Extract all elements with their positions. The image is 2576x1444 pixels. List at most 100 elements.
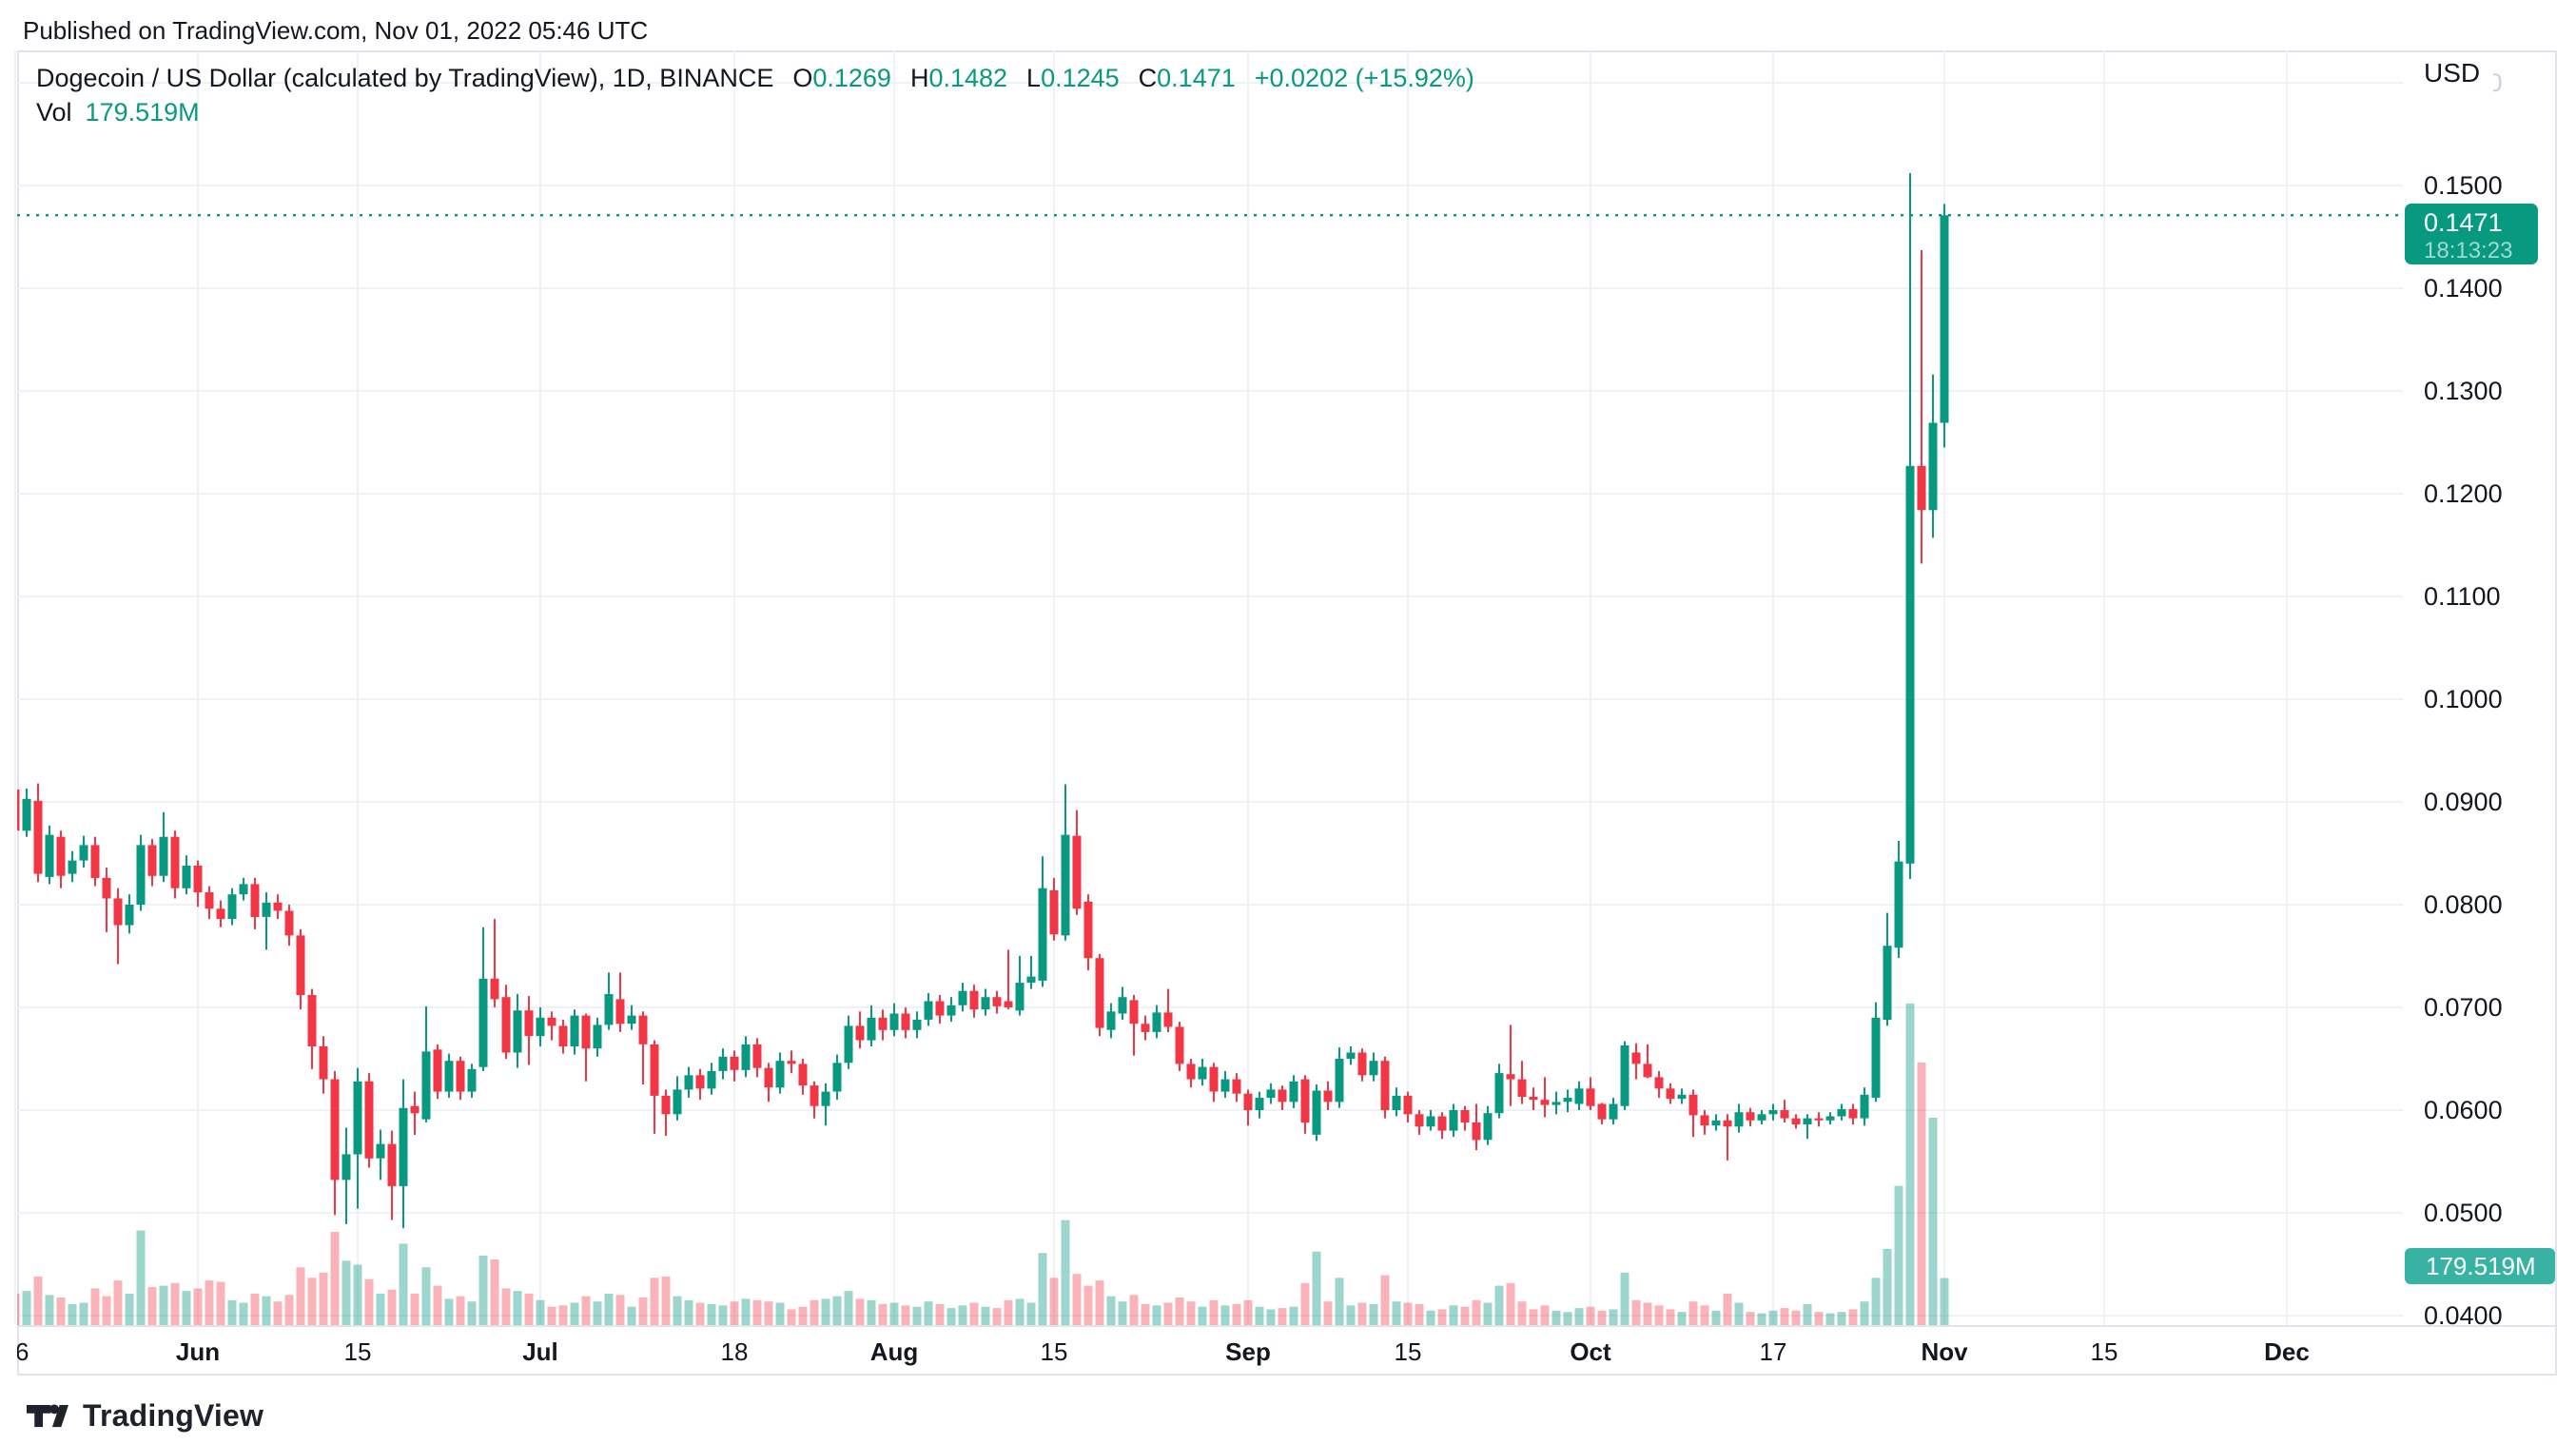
candle: [1392, 1087, 1401, 1117]
volume-bar: [1734, 1302, 1744, 1325]
volume-bar: [878, 1303, 888, 1325]
volume-bar: [1266, 1309, 1276, 1325]
candle: [661, 1089, 671, 1136]
volume-bar: [1163, 1302, 1173, 1325]
volume-bar: [227, 1299, 237, 1325]
candle: [764, 1063, 773, 1103]
frame-left: [17, 50, 19, 1376]
price-scale[interactable]: USD 0.16000.15000.14000.13000.12000.1100…: [2405, 50, 2557, 1376]
volume-bar: [615, 1295, 625, 1325]
price-tick-label: 0.0900: [2424, 788, 2503, 816]
candle: [1734, 1103, 1744, 1133]
tradingview-link[interactable]: TradingView: [27, 1396, 263, 1434]
volume-bar: [1141, 1303, 1150, 1325]
volume-bar: [604, 1293, 614, 1325]
volume-bar: [1803, 1303, 1812, 1325]
candle: [1198, 1059, 1207, 1086]
candle: [68, 850, 77, 883]
candle: [1335, 1047, 1344, 1108]
open-value: O0.1269: [792, 64, 891, 92]
candle: [1791, 1114, 1801, 1129]
volume-bar: [992, 1308, 1002, 1325]
time-scale[interactable]: 16 Jun 15 Jul 18 Aug 15 Sep 15 Oct 17 Nov 15 Dec: [17, 1326, 2404, 1376]
candle: [182, 855, 191, 895]
volume-bar: [1209, 1299, 1219, 1325]
volume-bar: [490, 1259, 499, 1325]
volume-bar: [467, 1301, 477, 1325]
volume-bar: [1654, 1305, 1664, 1325]
candle: [958, 983, 967, 1012]
legend-volume-row: Vol 179.519M: [36, 95, 1474, 129]
volume-bar: [376, 1293, 385, 1325]
volume-bar: [1643, 1302, 1652, 1325]
volume-bar: [844, 1291, 853, 1325]
volume-bar: [33, 1276, 43, 1325]
candle: [775, 1052, 785, 1094]
candle: [467, 1063, 477, 1098]
volume-bar: [581, 1296, 591, 1325]
volume-bar: [22, 1291, 31, 1325]
candle: [1711, 1114, 1721, 1131]
candle: [1677, 1088, 1687, 1104]
candle: [798, 1059, 808, 1095]
candle: [1643, 1044, 1652, 1079]
volume-bar: [239, 1302, 248, 1325]
volume-bar: [1746, 1312, 1755, 1325]
time-tick-label: Jul: [522, 1337, 558, 1366]
volume-bar: [810, 1299, 819, 1325]
candle: [1688, 1089, 1698, 1138]
candle: [615, 972, 625, 1032]
price-tick-label: 0.1100: [2424, 582, 2501, 611]
candle: [1768, 1103, 1778, 1121]
candle: [570, 1009, 579, 1055]
candle: [170, 830, 180, 899]
volume-bar: [1757, 1313, 1766, 1325]
candle: [227, 888, 237, 926]
candle: [1266, 1083, 1276, 1104]
candle: [878, 1009, 888, 1041]
volume-bar: [946, 1308, 956, 1325]
volume-bar: [1015, 1298, 1025, 1325]
volume-bar: [969, 1302, 979, 1325]
candle: [1369, 1052, 1378, 1082]
volume-bar: [1026, 1302, 1036, 1325]
volume-bar: [1198, 1306, 1207, 1325]
time-tick-label: 15: [2090, 1337, 2118, 1366]
candle: [946, 997, 956, 1023]
candle: [787, 1050, 796, 1074]
volume-bar: [1574, 1308, 1584, 1325]
volume-bar: [798, 1306, 808, 1325]
volume-bar: [1357, 1302, 1367, 1325]
volume-bar: [330, 1232, 340, 1325]
volume-bar: [56, 1298, 66, 1325]
volume-bar: [1312, 1251, 1321, 1325]
candle: [1666, 1083, 1675, 1104]
candle: [410, 1091, 420, 1135]
candle: [684, 1066, 693, 1098]
time-tick-label: 18: [720, 1337, 749, 1366]
volume-bar: [638, 1298, 648, 1325]
volume-bar: [1848, 1309, 1858, 1325]
candle: [239, 877, 248, 901]
volume-bar: [170, 1282, 180, 1325]
candle: [673, 1076, 682, 1121]
volume-bar: [1894, 1185, 1903, 1325]
candle: [1380, 1056, 1390, 1119]
price-tick-label: 0.1000: [2424, 685, 2503, 713]
volume-bar: [125, 1293, 134, 1325]
candle: [1609, 1098, 1618, 1125]
volume-bar: [935, 1303, 945, 1325]
time-tick-label: Sep: [1225, 1337, 1271, 1366]
candle: [969, 985, 979, 1018]
volume-bar: [1232, 1303, 1241, 1325]
candle: [1917, 250, 1926, 564]
time-tick-label: Dec: [2264, 1337, 2310, 1366]
candle: [456, 1056, 465, 1101]
volume-bar: [1095, 1280, 1104, 1325]
candle: [1129, 995, 1139, 1056]
candle: [1255, 1091, 1264, 1119]
candle: [1506, 1024, 1515, 1106]
volume-bar: [68, 1303, 77, 1325]
